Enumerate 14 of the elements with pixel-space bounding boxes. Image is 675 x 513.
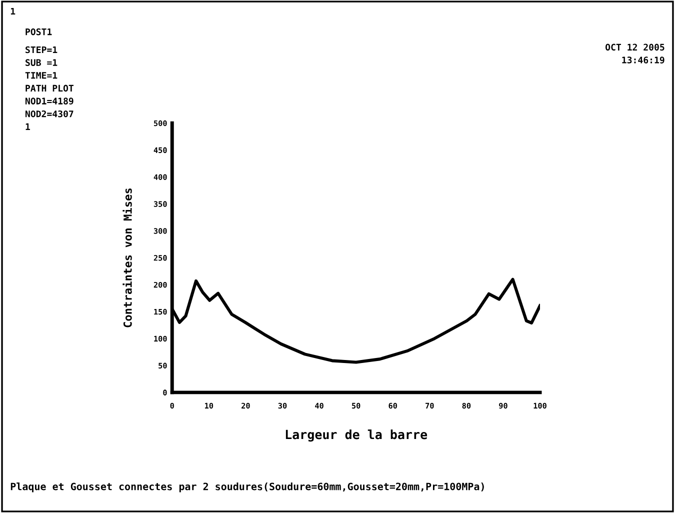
text: OCT 12 2005 — [605, 44, 664, 51]
text: 1 — [10, 8, 16, 15]
text: SUB =1 — [26, 59, 58, 66]
text: POST1 — [26, 28, 52, 36]
text: 13:46:19 — [622, 56, 664, 64]
x-axis-title: Largeur de la barre — [286, 430, 428, 442]
text: STEP=1 — [26, 46, 58, 54]
text: TIME=1 — [25, 72, 58, 79]
y-axis-title: Contraintes von Mises — [122, 188, 132, 328]
text: 1 — [26, 123, 30, 130]
text: Plaque et Gousset connectes par 2 soudures(Soudure=60mm,Gousset=20mm,Pr=100MPa) — [10, 482, 484, 492]
text: NOD1=4189 — [26, 98, 74, 104]
text: NOD2=4307 — [26, 110, 74, 118]
text: PATH PLOT — [26, 84, 74, 92]
